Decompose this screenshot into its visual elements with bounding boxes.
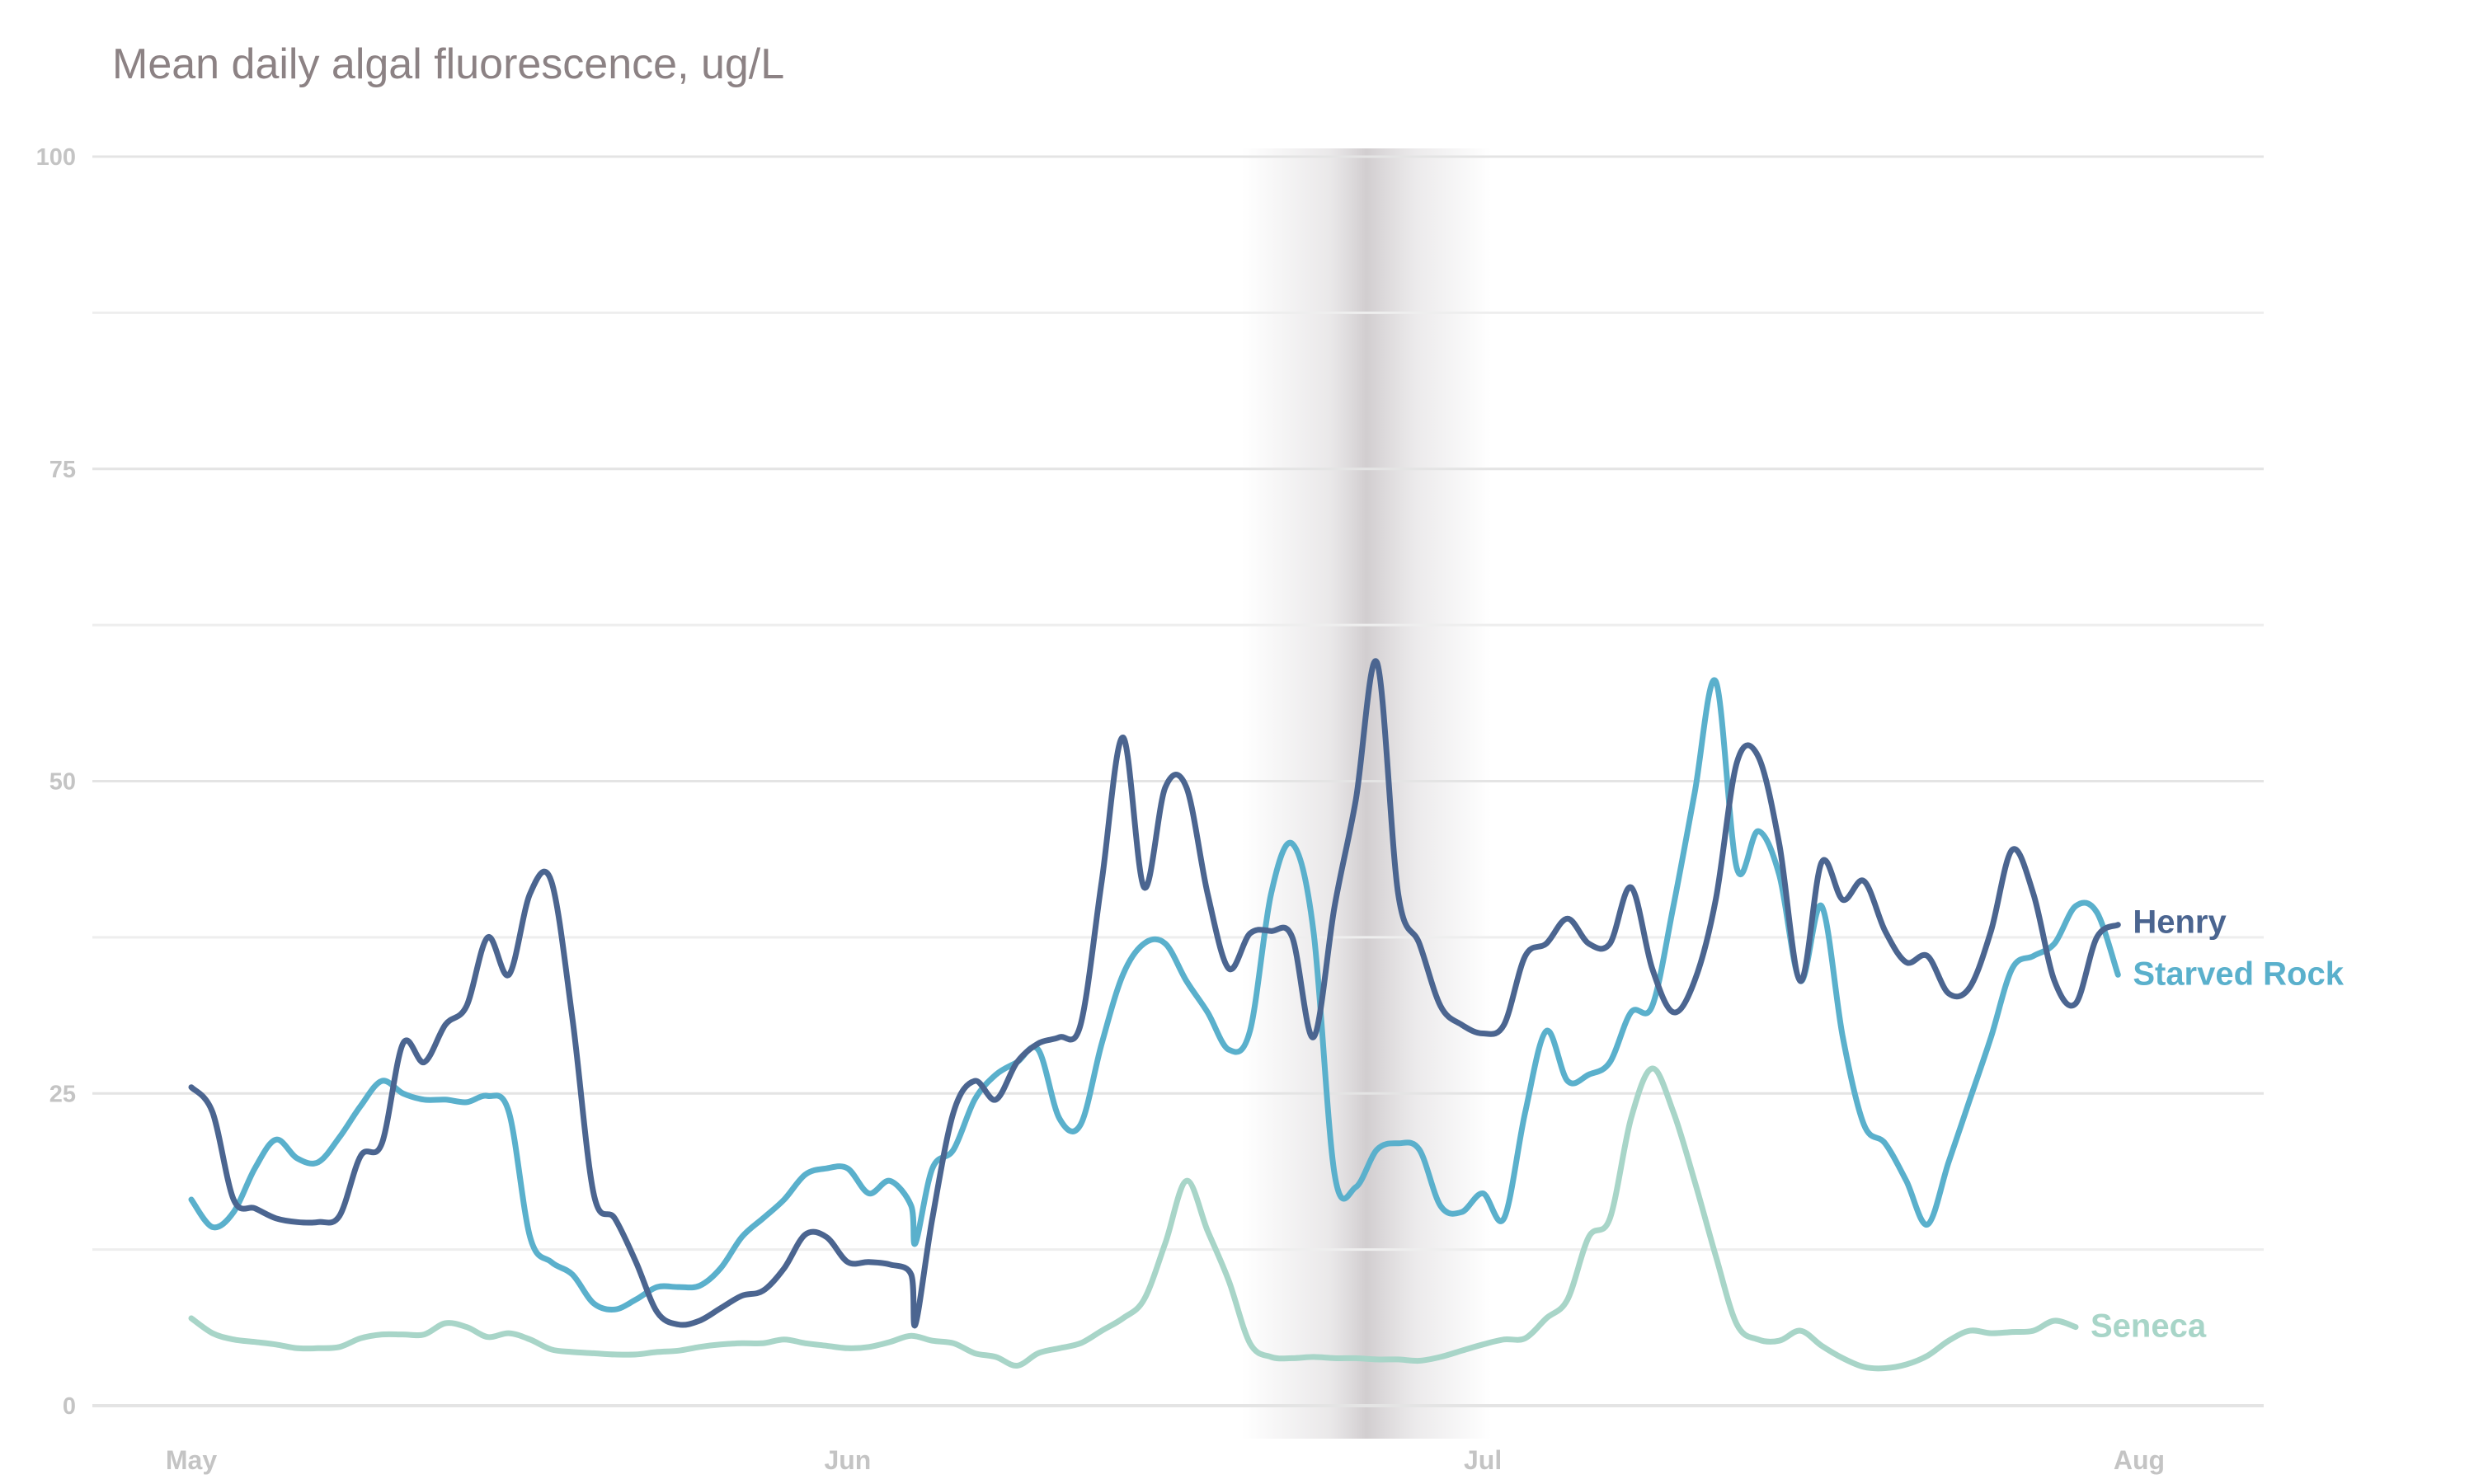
series-line-seneca <box>188 1065 2079 1372</box>
shaded-band-rect <box>1241 148 1492 1439</box>
series-lines <box>188 658 2121 1372</box>
y-tick-label: 0 <box>63 1393 76 1420</box>
series-label-starved-rock: Starved Rock <box>2133 956 2344 992</box>
x-tick-label: Aug <box>2114 1445 2165 1475</box>
y-axis-ticks: 0 25 50 75 100 <box>36 144 76 1420</box>
x-axis-ticks: May Jun Jul Aug <box>166 1445 2165 1475</box>
event-shaded-band <box>1241 148 1492 1439</box>
chart-title: Mean daily algal fluorescence, ug/L <box>112 40 785 88</box>
gridlines <box>92 155 2264 1407</box>
x-tick-label: Jun <box>824 1445 871 1475</box>
y-tick-label: 25 <box>49 1081 76 1107</box>
series-label-seneca: Seneca <box>2091 1308 2207 1345</box>
y-tick-label: 100 <box>36 144 76 171</box>
series-label-henry: Henry <box>2133 904 2227 941</box>
series-line-starved-rock <box>188 677 2121 1313</box>
series-line-henry <box>188 658 2121 1329</box>
y-tick-label: 50 <box>49 769 76 796</box>
y-tick-label: 75 <box>49 457 76 483</box>
x-tick-label: Jul <box>1464 1445 1502 1475</box>
series-labels: Seneca Starved Rock Henry <box>2091 904 2345 1345</box>
x-tick-label: May <box>166 1445 217 1475</box>
